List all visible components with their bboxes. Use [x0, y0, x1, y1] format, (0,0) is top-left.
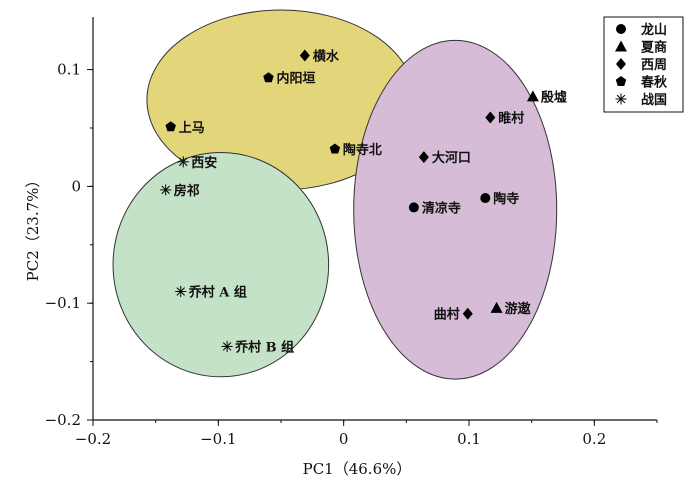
cluster-ellipse-2	[112, 152, 330, 378]
point-triangle-2	[490, 301, 503, 313]
point-circle-1	[408, 202, 419, 213]
point-diamond-4	[462, 307, 473, 320]
point-label: 陶寺北	[343, 142, 382, 158]
legend-marker-diamond	[616, 58, 626, 70]
asterisk-stroke	[178, 157, 188, 167]
point-label: 睢村	[498, 110, 524, 126]
point-label: 大河口	[432, 150, 471, 166]
point-label: 游遨	[505, 301, 531, 317]
point-asterisk-4	[221, 340, 233, 352]
y-tick-label: 0	[71, 177, 81, 195]
x-tick-label: 0	[339, 430, 349, 448]
point-label: 陶寺	[493, 191, 519, 207]
legend-label: 西周	[641, 58, 667, 73]
point-label: 西安	[191, 155, 217, 171]
legend-label: 春秋	[640, 75, 668, 91]
legend-label: 龙山	[641, 22, 667, 38]
x-axis-title: PC1（46.6%）	[303, 460, 412, 478]
asterisk-stroke	[616, 94, 626, 104]
point-label: 内阳垣	[276, 71, 315, 87]
axes: −0.2 −0.1 0 0.1 0.2 0.1 0 −0.1 −0.2	[45, 17, 658, 448]
point-label: 乔村 A 组	[188, 285, 247, 301]
point-label: 房祁	[174, 183, 200, 199]
asterisk-stroke	[222, 342, 232, 351]
legend-marker-circle	[616, 24, 626, 34]
y-axis-title: PC2（23.7%）	[24, 173, 42, 282]
point-label: 清凉寺	[422, 200, 461, 216]
point-pentagon-1	[263, 72, 274, 83]
point-diamond-1	[299, 49, 310, 62]
point-pentagon-2	[165, 121, 176, 132]
y-tick-label: −0.2	[45, 411, 81, 429]
point-pentagon-3	[329, 143, 341, 154]
point-label: 殷墟	[541, 89, 567, 105]
point-circle-2	[480, 193, 491, 204]
point-asterisk-1	[177, 156, 189, 168]
x-tick-label: −0.1	[200, 430, 236, 448]
cluster-ellipse-3	[353, 39, 558, 380]
x-tick-label: −0.2	[75, 430, 111, 448]
asterisk-stroke	[176, 287, 185, 296]
point-diamond-3	[418, 151, 429, 164]
legend-marker-pentagon	[615, 76, 627, 86]
legend-label: 夏商	[640, 40, 667, 56]
point-asterisk-2	[160, 184, 172, 196]
x-tick-label: 0.2	[582, 430, 606, 448]
point-label: 上马	[179, 121, 205, 136]
y-tick-label: −0.1	[45, 294, 81, 312]
legend-marker-triangle	[615, 40, 627, 52]
cluster-ellipses	[112, 9, 558, 380]
point-label: 横水	[313, 49, 340, 65]
y-tick-label: 0.1	[57, 61, 81, 79]
point-asterisk-3	[175, 286, 187, 298]
asterisk-stroke	[161, 185, 170, 195]
point-label: 曲村	[434, 307, 460, 323]
point-triangle-1	[526, 90, 539, 102]
legend-label: 战国	[641, 92, 667, 108]
point-label: 乔村 B 组	[234, 339, 294, 355]
point-diamond-2	[485, 111, 496, 124]
x-tick-label: 0.1	[457, 430, 481, 448]
legend-marker-asterisk	[615, 93, 627, 105]
